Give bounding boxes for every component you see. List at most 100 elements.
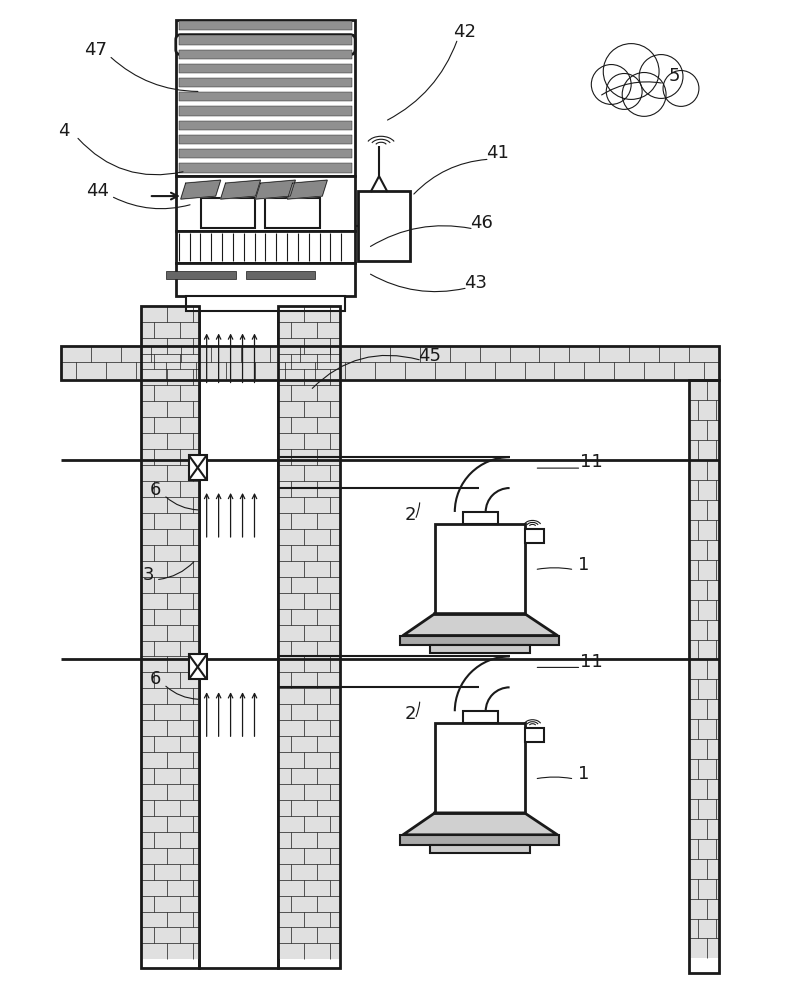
Bar: [689, 540, 719, 560]
Circle shape: [663, 71, 699, 106]
Bar: [141, 354, 199, 369]
Bar: [141, 401, 199, 417]
Bar: [141, 943, 199, 959]
Bar: [141, 784, 199, 800]
Bar: [141, 593, 199, 609]
Bar: [689, 879, 719, 899]
Bar: [141, 417, 199, 433]
Bar: [179, 35, 352, 45]
Bar: [278, 736, 340, 752]
Bar: [278, 752, 340, 768]
Bar: [278, 672, 340, 688]
Bar: [266, 198, 320, 228]
Bar: [278, 880, 340, 896]
Text: 2: 2: [404, 506, 416, 524]
Bar: [278, 529, 340, 545]
Text: 43: 43: [464, 274, 487, 292]
Bar: [141, 529, 199, 545]
Bar: [179, 92, 352, 101]
Bar: [278, 816, 340, 832]
Bar: [179, 50, 352, 59]
Bar: [689, 759, 719, 779]
Bar: [435, 524, 524, 614]
Bar: [179, 78, 352, 87]
Bar: [278, 481, 340, 497]
Bar: [689, 919, 719, 938]
Text: 6: 6: [150, 481, 161, 499]
Bar: [199, 306, 278, 968]
Bar: [278, 609, 340, 625]
Polygon shape: [403, 614, 558, 636]
Bar: [141, 912, 199, 927]
Bar: [61, 362, 719, 379]
Text: 47: 47: [85, 41, 108, 59]
Bar: [141, 832, 199, 848]
Bar: [463, 711, 498, 723]
Text: 11: 11: [580, 453, 603, 471]
Bar: [278, 593, 340, 609]
Circle shape: [604, 44, 659, 99]
Bar: [179, 21, 352, 30]
Bar: [689, 659, 719, 679]
Bar: [435, 723, 524, 813]
Polygon shape: [181, 180, 221, 199]
Bar: [278, 656, 340, 672]
Text: 41: 41: [486, 144, 509, 162]
Bar: [278, 912, 340, 927]
Bar: [141, 497, 199, 513]
Bar: [278, 306, 340, 322]
Bar: [689, 839, 719, 859]
Text: 3: 3: [143, 566, 154, 584]
Bar: [689, 600, 719, 620]
Bar: [179, 135, 352, 144]
Bar: [278, 704, 340, 720]
Bar: [689, 899, 719, 919]
Bar: [689, 400, 719, 420]
Bar: [166, 271, 236, 279]
Bar: [141, 800, 199, 816]
Bar: [179, 106, 352, 116]
Bar: [179, 64, 352, 73]
Bar: [278, 322, 340, 338]
Bar: [141, 561, 199, 577]
Bar: [278, 369, 340, 385]
Bar: [524, 529, 544, 543]
Bar: [689, 640, 719, 659]
Bar: [179, 163, 352, 173]
Bar: [176, 231, 355, 263]
Bar: [141, 609, 199, 625]
Circle shape: [623, 73, 666, 116]
Text: 11: 11: [580, 653, 603, 671]
Bar: [141, 896, 199, 912]
Bar: [689, 859, 719, 879]
Bar: [61, 346, 719, 362]
Text: 45: 45: [418, 347, 441, 365]
Text: 44: 44: [86, 182, 109, 200]
Bar: [278, 545, 340, 561]
FancyBboxPatch shape: [176, 35, 355, 55]
Bar: [278, 465, 340, 481]
Bar: [179, 149, 352, 158]
Bar: [245, 271, 316, 279]
Bar: [141, 720, 199, 736]
Bar: [278, 417, 340, 433]
Bar: [61, 346, 719, 380]
Bar: [278, 864, 340, 880]
Bar: [689, 739, 719, 759]
Bar: [141, 322, 199, 338]
Bar: [278, 688, 340, 704]
Bar: [430, 645, 529, 653]
Bar: [141, 672, 199, 688]
Bar: [278, 768, 340, 784]
Bar: [141, 641, 199, 656]
Bar: [689, 580, 719, 600]
Bar: [689, 480, 719, 500]
Bar: [278, 800, 340, 816]
Bar: [689, 699, 719, 719]
Bar: [689, 819, 719, 839]
Bar: [689, 799, 719, 819]
Bar: [278, 354, 340, 369]
Bar: [278, 401, 340, 417]
Text: 1: 1: [577, 556, 589, 574]
Bar: [176, 20, 355, 176]
